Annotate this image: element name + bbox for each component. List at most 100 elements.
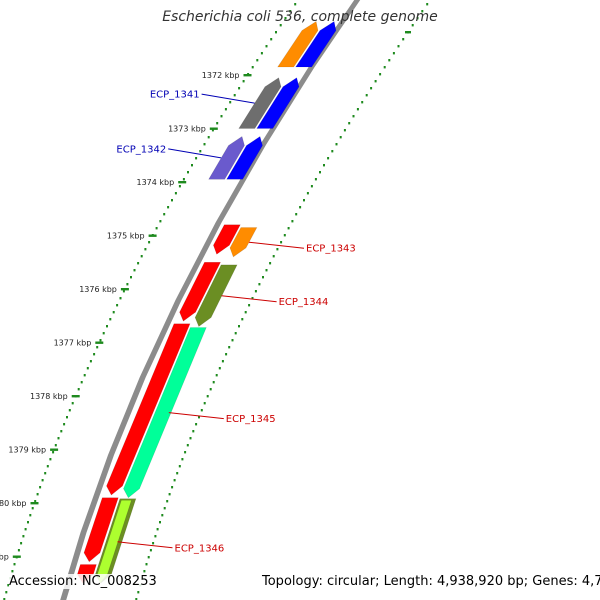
outer-tick-dot — [251, 297, 254, 300]
tick-dot — [39, 486, 42, 489]
outer-tick-dot — [198, 416, 200, 419]
outer-tick-dot — [411, 24, 414, 27]
gene-arrow — [123, 327, 207, 499]
tick-dot — [36, 493, 39, 496]
outer-tick-dot — [186, 444, 189, 447]
outer-tick-dot — [189, 437, 192, 440]
tick-dot — [265, 45, 268, 48]
tick-dot — [99, 339, 102, 342]
outer-tick-dot — [291, 220, 294, 223]
outer-tick-dot — [269, 262, 272, 265]
outer-tick-dot — [145, 563, 148, 566]
tick-dot — [34, 500, 37, 503]
gene-labels: ECP_1341 ECP_1342 ECP_1343 ECP_1344 ECP_1345… — [116, 90, 355, 555]
outer-tick-dot — [352, 115, 355, 118]
tick-label: 1372 kbp — [202, 71, 240, 80]
outer-tick-dot — [343, 129, 346, 132]
tick-dot — [80, 381, 83, 384]
tick-dot — [122, 290, 125, 293]
gene-label[interactable]: ECP_1341 — [150, 90, 200, 101]
tick-dot — [109, 318, 112, 321]
tick-mark — [243, 74, 252, 77]
outer-tick-dot — [137, 591, 140, 594]
gene-leader-line — [168, 148, 222, 159]
outer-tick-dot — [234, 332, 237, 335]
outer-tick-dot — [314, 178, 317, 181]
outer-tick-dot — [173, 479, 176, 482]
gene-label[interactable]: ECP_1343 — [306, 244, 356, 255]
outer-tick-dot — [323, 164, 325, 167]
outer-tick-dot — [168, 493, 171, 496]
accession-text: Accession: NC_008253 — [9, 574, 157, 589]
gene-arrow — [213, 224, 241, 255]
outer-tick-dot — [203, 402, 206, 405]
outer-tick-dot — [379, 73, 382, 76]
gene-leader-line — [221, 295, 277, 303]
outer-tick-dot — [176, 472, 179, 475]
outer-tick-dot — [212, 381, 215, 384]
tick-dot — [251, 66, 254, 69]
tick-mark — [178, 181, 187, 184]
tick-dot — [22, 535, 25, 538]
tick-dot — [256, 59, 259, 62]
outer-tick-dot — [327, 157, 330, 160]
map-title: Escherichia coli 536, complete genome — [162, 9, 438, 25]
tick-dot — [126, 283, 129, 286]
tick-dot — [229, 101, 232, 104]
tick-dot — [191, 164, 193, 167]
outer-tick-dot — [388, 59, 391, 62]
outer-tick-dot — [310, 185, 313, 188]
tick-dot — [11, 570, 14, 573]
tick-label: 1380 kbp — [0, 499, 27, 508]
outer-tick-dot — [356, 108, 359, 111]
tick-dot — [270, 38, 273, 41]
tick-mark — [71, 395, 80, 398]
tick-dot — [83, 374, 86, 377]
outer-tick-dot — [143, 570, 146, 573]
tick-dot — [203, 143, 206, 146]
tick-dot — [54, 444, 57, 447]
outer-tick-dot — [383, 66, 386, 69]
tick-dot — [66, 416, 68, 419]
tick-dot — [178, 185, 181, 188]
outer-tick-dot — [184, 451, 187, 454]
outer-tick-dot — [348, 122, 351, 125]
tick-dot — [49, 458, 52, 461]
gene-arrow — [277, 21, 319, 68]
outer-tick-dot — [215, 374, 218, 377]
outer-tick-dot — [280, 241, 283, 244]
tick-dot — [93, 353, 96, 356]
outer-tick-dot — [254, 290, 257, 293]
gene-arrow — [106, 323, 191, 496]
gene-leader-line — [168, 412, 224, 420]
gene-label[interactable]: ECP_1344 — [279, 297, 329, 308]
tick-label: 1374 kbp — [136, 178, 174, 187]
tick-dot — [44, 472, 47, 475]
outer-tick-dot — [238, 325, 240, 328]
outer-tick-mark — [405, 31, 411, 34]
gene-label[interactable]: ECP_1342 — [116, 144, 166, 155]
tick-dot — [148, 241, 151, 244]
tick-mark — [148, 234, 157, 237]
tick-dot — [224, 108, 227, 111]
gene-label[interactable]: ECP_1346 — [175, 543, 225, 554]
outer-tick-dot — [365, 94, 368, 97]
gene-leader-line — [201, 93, 255, 104]
outer-tick-dot — [135, 598, 138, 600]
genome-summary-text: Topology: circular; Length: 4,938,920 bp… — [262, 574, 600, 589]
tick-dot — [137, 262, 140, 265]
gene-label[interactable]: ECP_1345 — [226, 414, 276, 425]
outer-tick-dot — [303, 199, 305, 202]
tick-dot — [112, 311, 115, 314]
tick-dot — [133, 269, 136, 272]
outer-tick-dot — [287, 227, 290, 230]
outer-tick-dot — [331, 150, 334, 153]
outer-tick-dot — [421, 10, 424, 13]
tick-dot — [233, 94, 236, 97]
outer-tick-dot — [370, 87, 373, 90]
tick-dot — [159, 220, 162, 223]
tick-mark — [50, 448, 59, 451]
gene-leader-line — [117, 541, 173, 549]
tick-ring — [3, 3, 297, 600]
tick-label: 1377 kbp — [54, 339, 92, 348]
